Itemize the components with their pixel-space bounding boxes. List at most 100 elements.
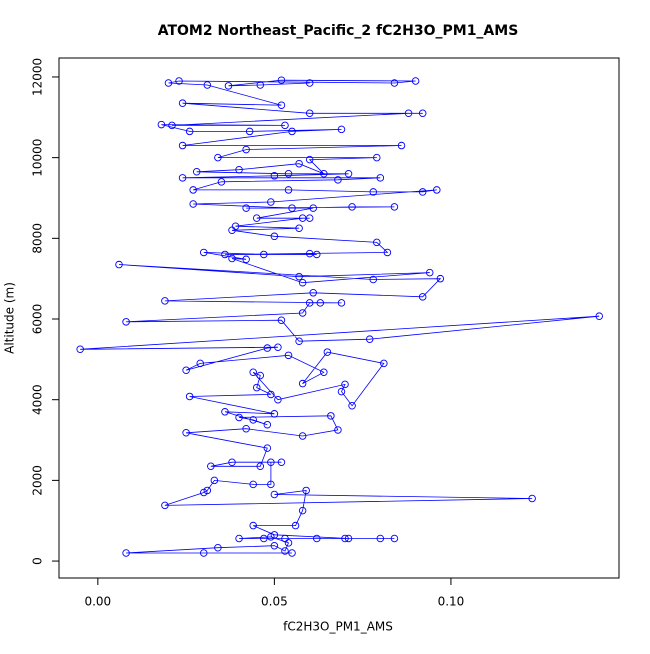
data-point <box>178 141 187 150</box>
data-point <box>323 348 332 356</box>
data-point <box>418 109 427 118</box>
data-point <box>305 79 314 87</box>
data-point <box>263 344 272 352</box>
data-point <box>305 299 314 307</box>
y-axis-label: Altitude (m) <box>3 282 17 354</box>
data-point <box>249 480 257 489</box>
data-point <box>221 250 229 259</box>
data-point <box>115 260 123 269</box>
data-point <box>334 426 342 434</box>
data-point <box>436 274 445 283</box>
y-tick-label: 6000 <box>31 304 45 335</box>
data-point <box>200 488 208 497</box>
x-tick-label: 0.00 <box>84 595 111 609</box>
data-point <box>207 462 215 471</box>
data-point <box>411 77 420 85</box>
data-point <box>344 170 353 178</box>
data-point <box>528 494 536 503</box>
data-point <box>161 501 169 510</box>
data-point <box>313 250 321 259</box>
data-point <box>281 121 289 130</box>
y-tick-label: 10000 <box>31 139 45 177</box>
data-point <box>249 368 257 377</box>
x-axis-label: fC2H3O_PM1_AMS <box>283 620 393 634</box>
data-point <box>122 318 130 326</box>
data-point <box>348 401 356 410</box>
data-point <box>210 476 219 485</box>
data-point <box>252 214 261 222</box>
data-point <box>270 232 279 241</box>
data-point <box>327 412 335 420</box>
data-point <box>595 312 603 320</box>
data-point <box>267 533 275 541</box>
data-point <box>260 250 268 259</box>
data-point <box>277 76 286 84</box>
data-point <box>337 125 346 134</box>
data-point <box>288 204 296 212</box>
data-point <box>320 170 328 178</box>
data-point <box>369 188 377 196</box>
data-point <box>373 153 381 162</box>
data-point <box>242 424 250 433</box>
data-point <box>157 120 166 129</box>
data-point <box>200 549 208 557</box>
data-point <box>309 204 317 212</box>
data-point <box>256 371 265 380</box>
data-point <box>337 387 346 396</box>
data-point <box>309 289 317 297</box>
data-point <box>397 141 406 150</box>
data-point <box>178 174 187 182</box>
data-point <box>390 203 399 211</box>
data-point <box>245 127 254 136</box>
data-point <box>228 254 236 263</box>
data-point <box>344 534 353 543</box>
data-point <box>196 359 204 368</box>
data-point <box>185 392 194 401</box>
data-point <box>256 462 265 471</box>
data-point <box>341 380 349 389</box>
data-point <box>348 203 356 211</box>
data-point <box>316 299 325 307</box>
data-point <box>242 204 250 212</box>
data-point <box>418 293 427 301</box>
y-tick-label: 4000 <box>31 384 45 415</box>
data-point <box>242 255 250 264</box>
data-point <box>274 395 282 404</box>
data-point <box>249 521 257 530</box>
data-point <box>365 335 374 343</box>
data-point <box>341 534 349 543</box>
data-point <box>267 480 275 489</box>
data-point <box>267 198 275 206</box>
y-tick-label: 0 <box>31 557 45 565</box>
data-point <box>263 420 272 429</box>
data-point <box>235 165 243 174</box>
data-point <box>76 345 84 354</box>
data-point <box>305 155 314 164</box>
y-tick-label: 12000 <box>31 58 45 96</box>
data-point <box>185 127 194 136</box>
data-point <box>295 272 303 281</box>
data-point <box>267 390 275 399</box>
data-point <box>284 170 293 178</box>
data-point <box>320 368 328 377</box>
data-point <box>168 121 176 130</box>
data-point <box>433 186 441 194</box>
data-point <box>122 549 130 557</box>
data-point <box>281 547 289 555</box>
data-point <box>189 200 197 208</box>
data-point <box>189 186 197 194</box>
data-point <box>305 109 314 118</box>
x-tick-label: 0.05 <box>261 595 288 609</box>
data-point <box>175 77 183 85</box>
data-point <box>305 249 314 258</box>
data-point <box>274 343 282 351</box>
data-point <box>337 299 346 307</box>
data-point <box>182 366 190 374</box>
data-point <box>224 82 233 90</box>
y-tick-label: 8000 <box>31 223 45 254</box>
data-point <box>295 159 303 168</box>
data-point <box>260 534 268 543</box>
data-point <box>235 413 243 422</box>
